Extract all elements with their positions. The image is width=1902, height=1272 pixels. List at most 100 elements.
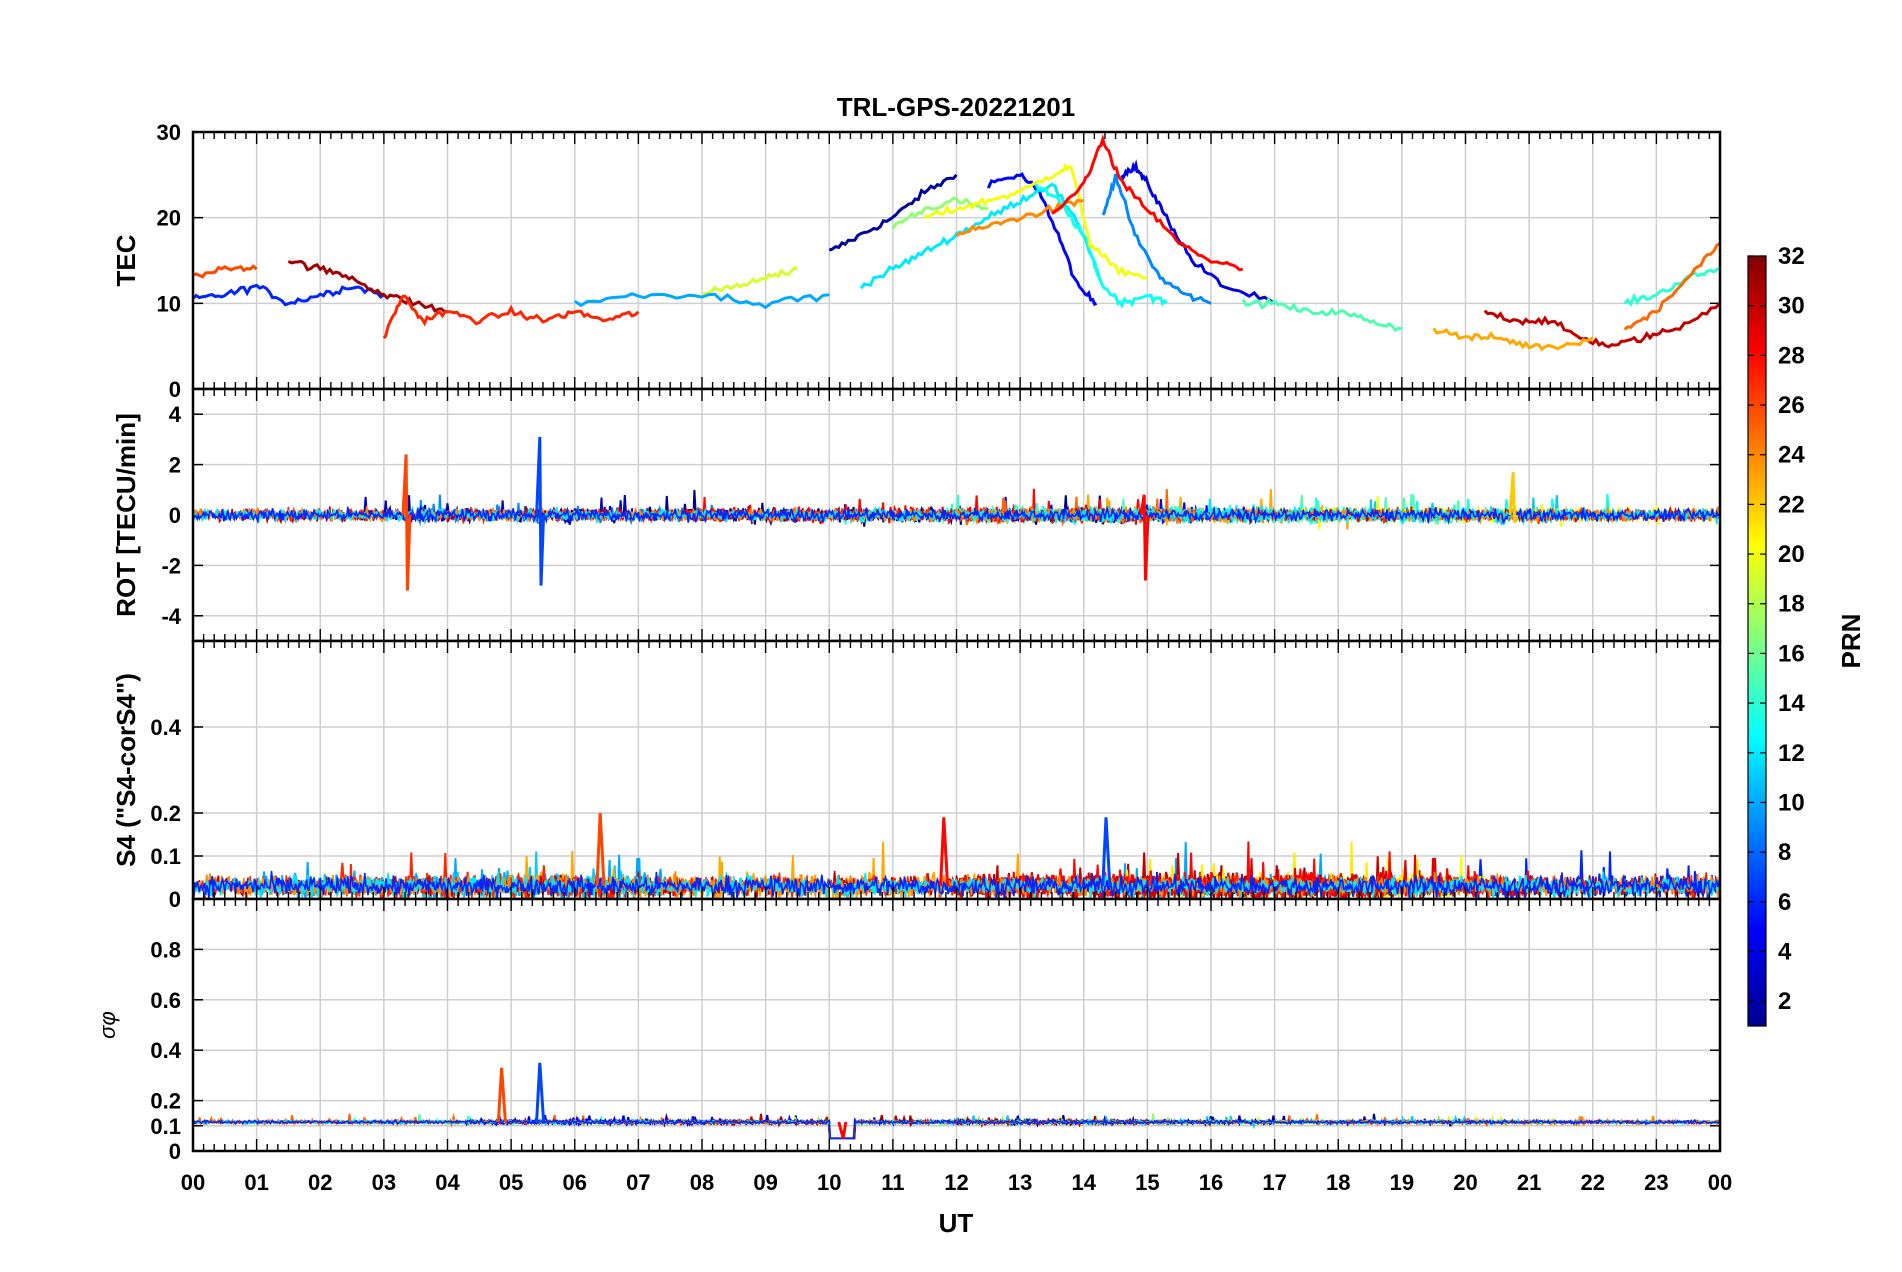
y-tick-label: 0.1 (150, 1114, 181, 1139)
spike-mark (496, 1067, 507, 1123)
colorbar-tick-label: 6 (1778, 889, 1791, 916)
colorbar-tick-label: 20 (1778, 541, 1805, 568)
series-PRN-19 (701, 266, 798, 297)
x-tick-label: 17 (1262, 1170, 1286, 1195)
colorbar-tick-label: 10 (1778, 789, 1805, 816)
x-tick-label: 02 (308, 1170, 332, 1195)
series-PRN-25 (1623, 242, 1720, 331)
series-PRN-30 (1483, 302, 1720, 349)
spike-mark (401, 454, 412, 591)
y-tick-label: 0 (169, 503, 181, 528)
y-tick-label: 0 (169, 1139, 181, 1164)
x-tick-label: 12 (944, 1170, 968, 1195)
x-tick-label: 22 (1581, 1170, 1605, 1195)
series-PRN-9 (1101, 173, 1212, 305)
colorbar-gradient (1747, 255, 1767, 1027)
x-tick-label: 08 (690, 1170, 714, 1195)
series-PRN-6 (193, 283, 385, 307)
y-tick-label: 0.4 (150, 715, 181, 740)
series-PRN-2 (828, 173, 958, 252)
y-tick-label: -4 (161, 604, 181, 629)
series-PRN-10 (573, 292, 830, 310)
panel-sigma_phi: 00.10.2 0.4 0.6 0.8 σφ (95, 897, 1722, 1164)
x-tick-label: 14 (1072, 1170, 1097, 1195)
y-axis-label: TEC (111, 234, 141, 286)
x-tick-label: 05 (499, 1170, 523, 1195)
x-tick-label: 09 (753, 1170, 777, 1195)
colorbar-tick-label: 22 (1778, 491, 1805, 518)
y-tick-label: 0.2 (150, 1089, 181, 1114)
base-trace-prn-6 (193, 505, 1720, 525)
x-axis: 00 01 02 03 04 05 06 07 08 09 10 11 12 13 14 15 16 17 18 19… (181, 1170, 1732, 1195)
colorbar-tick-label: 30 (1778, 293, 1805, 320)
series-PRN-28 (1051, 134, 1244, 272)
y-tick-label: 0 (169, 377, 181, 402)
series-PRN-23 (1432, 327, 1594, 352)
panel-ROT: -4 -2 0 2 4 ROT [TECU/min] (111, 387, 1722, 643)
x-axis-label: UT (939, 1208, 974, 1238)
series-PRN-13 (1032, 181, 1168, 309)
y-tick-label: -2 (161, 553, 181, 578)
x-tick-label: 23 (1644, 1170, 1668, 1195)
chart-title: TRL-GPS-20221201 (837, 92, 1075, 122)
base-trace-prn-6 (193, 1117, 1720, 1140)
spike-mark (1139, 494, 1150, 581)
series-PRN-27 (382, 294, 640, 340)
x-tick-label: 10 (817, 1170, 841, 1195)
x-tick-label: 16 (1199, 1170, 1223, 1195)
y-tick-label: 30 (157, 120, 181, 145)
x-tick-label: 11 (881, 1170, 904, 1195)
colorbar-tick-label: 18 (1778, 591, 1805, 618)
y-tick-label: 4 (169, 402, 182, 427)
x-tick-label: 00 (181, 1170, 205, 1195)
y-axis-label: S4 ("S4-corS4") (111, 673, 141, 867)
x-tick-label: 04 (435, 1170, 460, 1195)
spike-mark (1101, 817, 1112, 887)
spike-mark (837, 1121, 848, 1139)
y-tick-label: 0.6 (150, 988, 181, 1013)
x-tick-label: 18 (1326, 1170, 1350, 1195)
series-PRN-20 (923, 162, 1148, 280)
data-lines (193, 1062, 1720, 1140)
colorbar-tick-label: 28 (1778, 342, 1805, 369)
x-tick-label: 19 (1390, 1170, 1414, 1195)
colorbar-tick-label: 26 (1778, 392, 1805, 419)
data-lines (193, 134, 1720, 352)
x-tick-label: 03 (372, 1170, 396, 1195)
series-PRN-12 (859, 182, 1105, 290)
y-tick-label: 0.2 (150, 801, 181, 826)
x-tick-label: 15 (1135, 1170, 1159, 1195)
x-tick-label: 01 (244, 1170, 268, 1195)
colorbar-tick-label: 14 (1778, 690, 1805, 717)
spike-mark (535, 436, 546, 586)
series-PRN-15 (1241, 296, 1403, 333)
spike-mark (939, 817, 950, 887)
x-tick-label: 00 (1708, 1170, 1732, 1195)
spike-mark (535, 1062, 546, 1123)
series-PRN-26 (193, 264, 258, 279)
colorbar-tick-label: 4 (1778, 938, 1792, 965)
colorbar-tick-label: 12 (1778, 740, 1805, 767)
x-tick-label: 06 (563, 1170, 587, 1195)
y-tick-label: 20 (157, 206, 181, 231)
y-axis-label: σφ (95, 1011, 120, 1039)
data-lines (193, 436, 1720, 591)
y-tick-label: 10 (157, 291, 181, 316)
y-axis-label: ROT [TECU/min] (111, 413, 141, 617)
spike-mark (595, 812, 606, 887)
x-tick-label: 20 (1453, 1170, 1477, 1195)
colorbar-tick-label: 32 (1778, 243, 1805, 270)
colorbar-tick-label: 16 (1778, 640, 1805, 667)
x-tick-label: 07 (626, 1170, 650, 1195)
series-PRN-4 (1120, 159, 1276, 305)
x-tick-label: 13 (1008, 1170, 1032, 1195)
y-tick-label: 2 (169, 453, 181, 478)
panel-S4: 0 0.1 0.2 0.4 S4 ("S4-corS4") (111, 639, 1722, 912)
spike-mark (1508, 472, 1519, 524)
panel-TEC: 0 10 20 30 TEC (111, 120, 1722, 402)
colorbar-tick-label: 8 (1778, 839, 1791, 866)
panel-frame (191, 897, 1722, 1153)
